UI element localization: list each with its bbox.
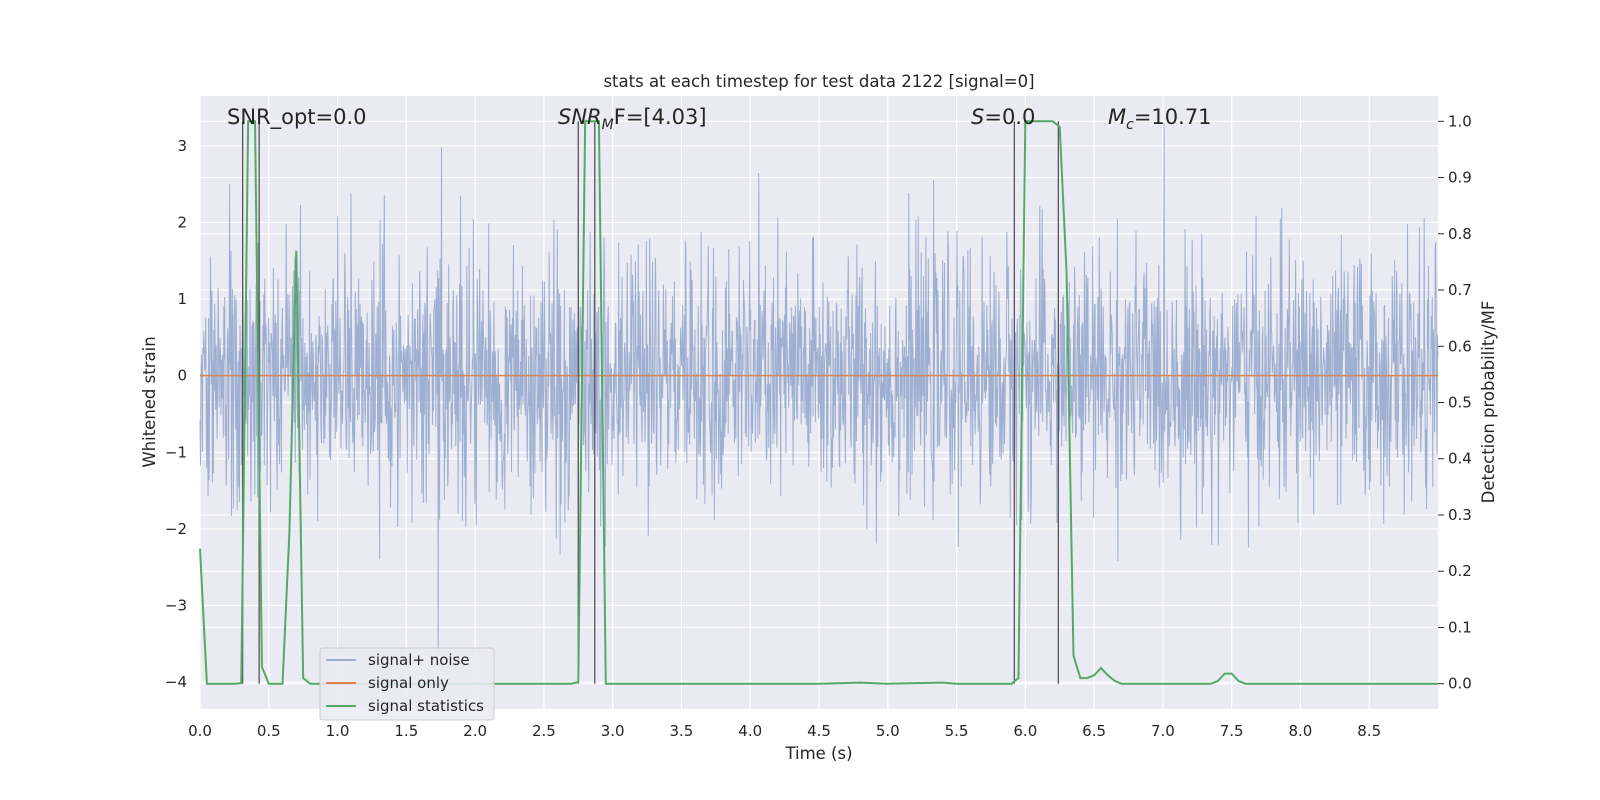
- x-tick-label: 4.5: [807, 722, 831, 740]
- x-tick-label: 0.5: [257, 722, 281, 740]
- y-tick-label: −2: [165, 520, 187, 538]
- annotation-snr-mf-value: F=[4.03]: [614, 105, 707, 129]
- x-tick-label: 8.5: [1357, 722, 1381, 740]
- y-right-tick-label: 0.2: [1448, 562, 1472, 580]
- annotation-mc-value: =10.71: [1134, 105, 1212, 129]
- y-right-tick-label: 0.1: [1448, 618, 1472, 636]
- y-tick-label: 0: [177, 367, 187, 385]
- y-right-tick-label: 0.9: [1448, 169, 1472, 187]
- y-right-tick-label: 0.7: [1448, 281, 1472, 299]
- annotation-snr-mf-sub: M: [602, 117, 614, 133]
- x-tick-label: 4.0: [738, 722, 762, 740]
- x-tick-label: 2.5: [532, 722, 556, 740]
- x-tick-label: 5.5: [945, 722, 969, 740]
- x-tick-label: 6.0: [1013, 722, 1037, 740]
- annotation-s: S=0.0: [971, 105, 1035, 129]
- annotation-snr-opt: SNR_opt=0.0: [227, 105, 367, 130]
- plot-layer: [199, 120, 1439, 685]
- x-tick-label: 7.5: [1220, 722, 1244, 740]
- y-tick-label: −1: [165, 443, 187, 461]
- y-right-tick-label: 0.8: [1448, 225, 1472, 243]
- annotation-s-symbol: S: [971, 105, 984, 129]
- y-right-tick-label: 1.0: [1448, 112, 1472, 130]
- y-axis-label: Whitened strain: [140, 336, 159, 467]
- legend-label-signal-only: signal only: [368, 674, 449, 692]
- x-tick-label: 3.5: [670, 722, 694, 740]
- y-right-tick-label: 0.0: [1448, 675, 1472, 693]
- y-right-tick-label: 0.4: [1448, 450, 1472, 468]
- x-tick-label: 1.5: [394, 722, 418, 740]
- x-tick-label: 7.0: [1151, 722, 1175, 740]
- y-right-tick-label: 0.3: [1448, 506, 1472, 524]
- y-tick-label: −4: [165, 673, 187, 691]
- annotation-mc-sub: c: [1126, 117, 1134, 133]
- ticks: 0.0 0.5 1.0 1.5 2.0 2.5 3.0 3.5 4.0 4.5 5.0 5.5 6.0 6…: [165, 112, 1472, 740]
- x-tick-label: 5.0: [876, 722, 900, 740]
- annotation-mc: Mc=10.71: [1108, 105, 1212, 133]
- annotation-s-value: =0.0: [984, 105, 1035, 129]
- y-tick-label: 3: [177, 137, 187, 155]
- legend-label-signal-statistics: signal statistics: [368, 697, 484, 715]
- chart-title: stats at each timestep for test data 212…: [603, 72, 1034, 91]
- annotation-snr-mf-symbol: SNR: [558, 105, 602, 129]
- x-tick-label: 1.0: [326, 722, 350, 740]
- y-right-tick-label: 0.5: [1448, 394, 1472, 412]
- y-tick-label: 1: [177, 290, 187, 308]
- y-tick-label: −3: [165, 597, 187, 615]
- x-tick-label: 0.0: [188, 722, 212, 740]
- annotation-mc-symbol: M: [1108, 105, 1126, 129]
- series-signal-noise: [199, 122, 1439, 655]
- annotation-snr-mf: SNRMF=[4.03]: [558, 105, 707, 133]
- x-tick-label: 8.0: [1289, 722, 1313, 740]
- x-tick-label: 3.0: [601, 722, 625, 740]
- x-axis-label: Time (s): [784, 744, 852, 763]
- series-signal-statistics: [199, 120, 1438, 685]
- y-axis-label-right: Detection probability/MF: [1479, 301, 1498, 504]
- y-tick-label: 2: [177, 213, 187, 231]
- legend-box: [319, 647, 495, 721]
- legend-label-signal-noise: signal+ noise: [368, 651, 470, 669]
- x-tick-label: 6.5: [1082, 722, 1106, 740]
- x-tick-label: 2.0: [463, 722, 487, 740]
- legend: signal+ noise signal only signal statist…: [319, 647, 495, 721]
- y-right-tick-label: 0.6: [1448, 337, 1472, 355]
